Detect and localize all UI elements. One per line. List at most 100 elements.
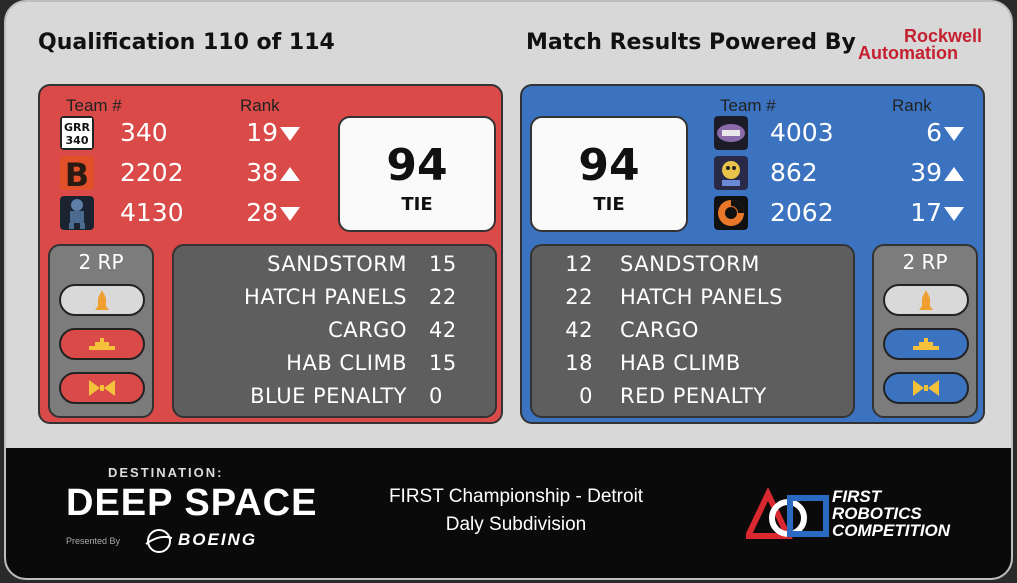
hab-rp-pill — [883, 328, 969, 360]
game-destination-text: DESTINATION: — [108, 465, 224, 480]
blue-team-rank: 39 — [904, 158, 964, 187]
frc-line-3: COMPETITION — [832, 521, 951, 540]
rank-value: 39 — [910, 158, 942, 187]
match-title: Qualification 110 of 114 — [38, 30, 335, 55]
breakdown-value: 15 — [429, 351, 457, 375]
rank-up-icon — [944, 167, 964, 181]
blue-rp-box: 2 RP — [872, 244, 978, 418]
blue-score: 94 — [578, 140, 640, 191]
breakdown-row: HAB CLIMB 15 — [174, 351, 495, 381]
bowtie-icon — [89, 380, 115, 396]
svg-text:B: B — [65, 156, 89, 190]
rocket-icon — [919, 290, 933, 310]
team-4003-logo-icon — [714, 116, 748, 150]
red-team-rank: 28 — [240, 198, 300, 227]
boeing-logo: BOEING — [178, 530, 258, 549]
breakdown-label: HATCH PANELS — [620, 285, 783, 309]
breakdown-row: 12 SANDSTORM — [532, 252, 853, 282]
blue-score-box: 94 TIE — [530, 116, 688, 232]
red-team-rank: 19 — [240, 118, 300, 147]
header: Qualification 110 of 114 Match Results P… — [6, 2, 1011, 82]
breakdown-value: 15 — [429, 252, 457, 276]
svg-text:GRR: GRR — [64, 121, 90, 134]
breakdown-value: 22 — [565, 285, 593, 309]
deep-space-logo: DEEP SPACE — [66, 482, 318, 524]
red-team-number: 4130 — [120, 198, 184, 227]
red-team-row: GRR 340 340 19 — [60, 116, 320, 152]
breakdown-label: BLUE PENALTY — [250, 384, 407, 408]
breakdown-label: HAB CLIMB — [620, 351, 741, 375]
sponsor-line-1: Rockwell — [904, 26, 983, 46]
red-score-box: 94 TIE — [338, 116, 496, 232]
breakdown-value: 0 — [429, 384, 443, 408]
b-logo-icon: B — [60, 156, 94, 190]
blue-team-number: 4003 — [770, 118, 834, 147]
win-rp-pill — [883, 372, 969, 404]
breakdown-label: HAB CLIMB — [286, 351, 407, 375]
red-rp-label: 2 RP — [78, 250, 124, 274]
rank-down-icon — [280, 127, 300, 141]
breakdown-row: 42 CARGO — [532, 318, 853, 348]
grr-logo-icon: GRR 340 — [60, 116, 94, 150]
breakdown-label: SANDSTORM — [620, 252, 760, 276]
breakdown-value: 42 — [429, 318, 457, 342]
powered-by-text: Match Results Powered By — [526, 30, 856, 55]
breakdown-value: 18 — [565, 351, 593, 375]
red-result: TIE — [401, 194, 433, 215]
hab-icon — [913, 338, 939, 350]
rank-down-icon — [280, 207, 300, 221]
breakdown-value: 22 — [429, 285, 457, 309]
rank-value: 38 — [246, 158, 278, 187]
breakdown-value: 42 — [565, 318, 593, 342]
first-logo-icon — [746, 488, 829, 539]
rockwell-automation-logo: Rockwell Automation — [858, 26, 983, 63]
blue-team-number: 2062 — [770, 198, 834, 227]
win-rp-pill — [59, 372, 145, 404]
blue-team-number: 862 — [770, 158, 818, 187]
blue-team-rank: 17 — [904, 198, 964, 227]
svg-text:340: 340 — [66, 134, 89, 147]
breakdown-row: 22 HATCH PANELS — [532, 285, 853, 315]
rocket-rp-pill — [59, 284, 145, 316]
blue-team-row: 862 39 — [714, 156, 974, 192]
red-rp-box: 2 RP — [48, 244, 154, 418]
rank-value: 6 — [926, 118, 942, 147]
sponsor-line-2: Automation — [858, 43, 958, 63]
rank-value: 17 — [910, 198, 942, 227]
rank-value: 19 — [246, 118, 278, 147]
blue-team-rank: 6 — [904, 118, 964, 147]
hab-rp-pill — [59, 328, 145, 360]
presented-by-text: Presented By — [66, 536, 121, 546]
frc-logo-text: FIRST ROBOTICS COMPETITION — [832, 488, 950, 539]
breakdown-label: CARGO — [620, 318, 699, 342]
rank-value: 28 — [246, 198, 278, 227]
blue-score-breakdown: 12 SANDSTORM 22 HATCH PANELS 42 CARGO 18… — [530, 244, 855, 418]
red-team-number: 2202 — [120, 158, 184, 187]
breakdown-label: HATCH PANELS — [244, 285, 407, 309]
frc-line-2: ROBOTICS — [832, 504, 922, 523]
red-team-number: 340 — [120, 118, 168, 147]
red-team-header: Team # — [66, 96, 122, 115]
team-862-logo-icon — [714, 156, 748, 190]
blue-result: TIE — [593, 194, 625, 215]
frc-line-1: FIRST — [832, 487, 882, 506]
rank-up-icon — [280, 167, 300, 181]
bowtie-icon — [913, 380, 939, 396]
blue-rp-label: 2 RP — [902, 250, 948, 274]
hab-icon — [89, 338, 115, 350]
breakdown-label: CARGO — [328, 318, 407, 342]
red-team-row: 4130 28 — [60, 196, 320, 232]
blue-alliance-panel: Team # Rank 94 TIE 4003 6 862 39 — [520, 84, 985, 424]
breakdown-value: 12 — [565, 252, 593, 276]
breakdown-row: BLUE PENALTY 0 — [174, 384, 495, 414]
rocket-icon — [95, 290, 109, 310]
blue-team-row: 2062 17 — [714, 196, 974, 232]
breakdown-label: SANDSTORM — [267, 252, 407, 276]
breakdown-row: SANDSTORM 15 — [174, 252, 495, 282]
breakdown-row: 18 HAB CLIMB — [532, 351, 853, 381]
rank-down-icon — [944, 127, 964, 141]
red-team-row: B 2202 38 — [60, 156, 320, 192]
breakdown-row: 0 RED PENALTY — [532, 384, 853, 414]
rocket-rp-pill — [883, 284, 969, 316]
red-score-breakdown: SANDSTORM 15 HATCH PANELS 22 CARGO 42 HA… — [172, 244, 497, 418]
